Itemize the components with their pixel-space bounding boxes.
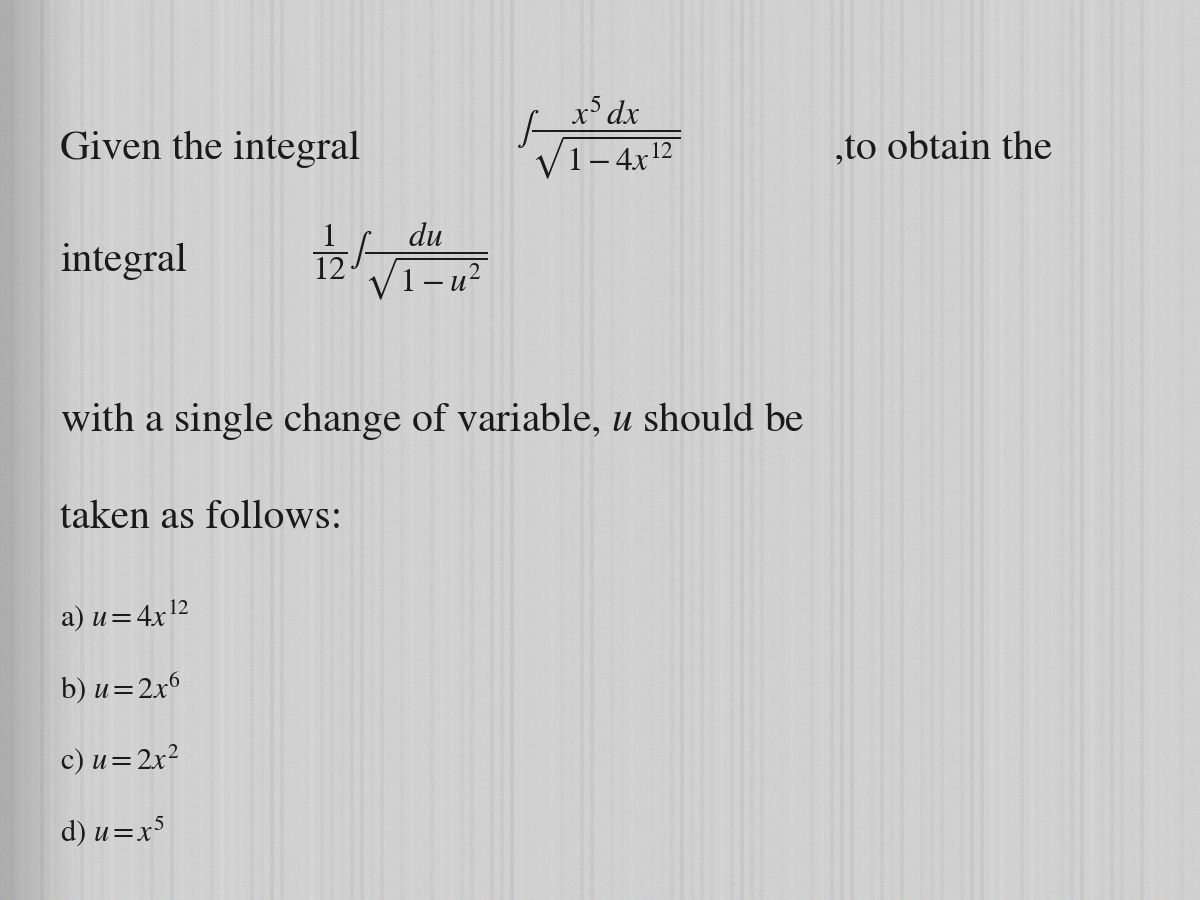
Text: Given the integral: Given the integral xyxy=(60,130,360,168)
Text: ,to obtain the: ,to obtain the xyxy=(834,130,1052,168)
Text: $\int \dfrac{x^5\,dx}{\sqrt{1-4x^{12}}}$: $\int \dfrac{x^5\,dx}{\sqrt{1-4x^{12}}}$ xyxy=(516,94,680,181)
Text: d) $u = x^5$: d) $u = x^5$ xyxy=(60,814,164,850)
Text: b) $u = 2x^6$: b) $u = 2x^6$ xyxy=(60,670,181,706)
Text: $\dfrac{1}{12}\int \dfrac{du}{\sqrt{1-u^2}}$: $\dfrac{1}{12}\int \dfrac{du}{\sqrt{1-u^… xyxy=(312,220,487,302)
Text: with a single change of variable, $\mathit{u}$ should be: with a single change of variable, $\math… xyxy=(60,400,804,443)
Text: integral: integral xyxy=(60,243,187,281)
Text: a) $u = 4x^{12}$: a) $u = 4x^{12}$ xyxy=(60,598,190,634)
Text: c) $u = 2x^2$: c) $u = 2x^2$ xyxy=(60,742,179,777)
Text: taken as follows:: taken as follows: xyxy=(60,500,342,537)
